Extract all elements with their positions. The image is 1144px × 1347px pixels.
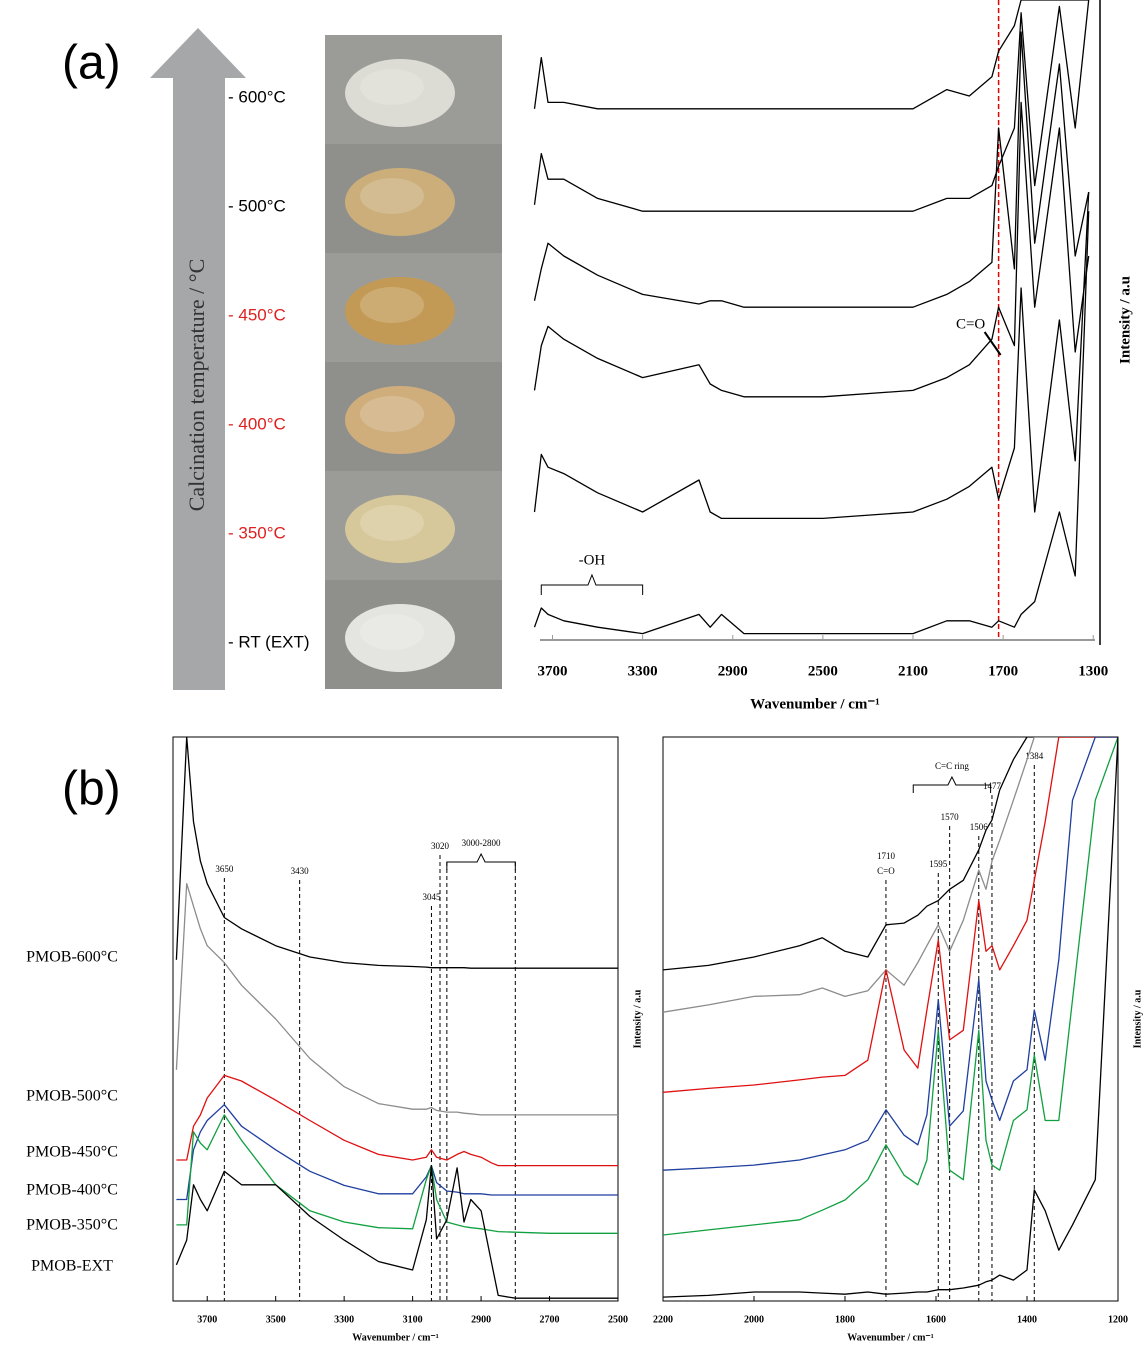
plot-frame (172, 736, 619, 1302)
spectrum-line (176, 1114, 618, 1234)
x-tick-label: 2500 (608, 1314, 628, 1325)
spectrum-line (663, 737, 1118, 1093)
x-tick-label: 3500 (266, 1314, 286, 1325)
peak-label: 3045 (422, 892, 441, 902)
brace (446, 852, 516, 870)
x-axis-title: Wavenumber / cm⁻¹ (750, 696, 880, 712)
plot-frame (662, 736, 1119, 1302)
x-tick-label: 1800 (835, 1314, 855, 1325)
y-axis-title: Intensity / a.u (1117, 276, 1133, 364)
x-tick-label: 1300 (1078, 663, 1108, 679)
peak-label: 1595 (929, 859, 948, 869)
panel-label: (a) (62, 37, 121, 90)
x-axis-title: Wavenumber / cm⁻¹ (352, 1332, 438, 1343)
x-tick-label: 3300 (334, 1314, 354, 1325)
x-tick-label: 2700 (540, 1314, 560, 1325)
series-label: PMOB-400°C (26, 1182, 118, 1199)
brace-label: C=C ring (935, 761, 969, 771)
series-label: PMOB-EXT (31, 1258, 113, 1275)
peak-label: 1710 (877, 851, 896, 861)
series-group (533, 0, 1090, 635)
peak-sublabel: C=O (877, 866, 895, 876)
annotation: C=O (956, 316, 985, 332)
temperature-label: - RT (EXT) (228, 632, 310, 651)
series-label: PMOB-600°C (26, 949, 118, 966)
powder-highlight (360, 396, 424, 432)
x-tick-label: 1600 (926, 1314, 946, 1325)
powder (345, 604, 455, 672)
x-tick-label: 1700 (988, 663, 1018, 679)
spectrum-line (175, 1164, 618, 1299)
photo-column (325, 35, 502, 689)
brace-label: -OH (579, 552, 606, 568)
y-axis-title: Intensity / a.u (1132, 989, 1143, 1048)
x-tick-label: 3700 (197, 1314, 217, 1325)
powder-highlight (360, 287, 424, 323)
x-tick-label: 1400 (1017, 1314, 1037, 1325)
powder (345, 277, 455, 345)
x-tick-label: 3100 (403, 1314, 423, 1325)
x-tick-label: 2900 (718, 663, 748, 679)
spectrum-line (176, 1074, 618, 1167)
spectrum-line (663, 737, 1118, 1298)
peak-label: 3020 (431, 841, 450, 851)
powder-highlight (360, 505, 424, 541)
spectrum-line (663, 737, 1118, 1236)
x-tick-label: 3700 (538, 663, 568, 679)
spectrum-line (533, 0, 1090, 212)
series-label: PMOB-500°C (26, 1088, 118, 1105)
temperature-label: - 350°C (228, 523, 286, 542)
powder-highlight (360, 69, 424, 105)
spectrum-line (533, 191, 1090, 520)
series-group (663, 737, 1118, 1298)
brace (540, 573, 644, 595)
panel-label: (b) (62, 763, 121, 816)
annotation-leader (983, 331, 1002, 356)
spectrum-line (663, 737, 1118, 971)
peak-label: 3650 (215, 864, 234, 874)
x-tick-label: 3300 (628, 663, 658, 679)
brace (912, 775, 992, 793)
spectrum-line (663, 737, 1118, 1171)
spectrum-line (176, 1104, 618, 1201)
spectrum-line (663, 737, 1118, 1013)
spectrum-line (533, 31, 1090, 308)
spectrum-line (175, 882, 618, 1116)
powder-highlight (360, 614, 424, 650)
temperature-label: - 400°C (228, 414, 286, 433)
x-axis-title: Wavenumber / cm⁻¹ (847, 1332, 933, 1343)
arrow-label: Calcination temperature / °C (184, 259, 209, 512)
temperature-arrow (150, 28, 246, 690)
x-tick-label: 2900 (471, 1314, 491, 1325)
temperature-label: - 450°C (228, 305, 286, 324)
series-label: PMOB-350°C (26, 1217, 118, 1234)
powder (345, 386, 455, 454)
series-label: PMOB-450°C (26, 1144, 118, 1161)
x-tick-label: 2200 (653, 1314, 673, 1325)
x-tick-label: 2500 (808, 663, 838, 679)
series-group (175, 737, 618, 1299)
x-tick-label: 2100 (898, 663, 928, 679)
peak-label: 1477 (983, 781, 1002, 791)
x-tick-label: 2000 (744, 1314, 764, 1325)
temperature-label: - 500°C (228, 196, 286, 215)
y-axis-title: Intensity / a.u (632, 989, 643, 1048)
peak-label: 1384 (1025, 751, 1044, 761)
brace-label: 3000-2800 (462, 838, 501, 848)
spectrum-line (533, 211, 1090, 635)
peak-label: 1570 (941, 812, 960, 822)
peak-label: 3430 (291, 866, 310, 876)
spectrum-line (533, 101, 1090, 398)
peak-label: 1506 (970, 822, 989, 832)
spectrum-line (175, 737, 618, 969)
powder (345, 168, 455, 236)
x-tick-label: 1200 (1108, 1314, 1128, 1325)
powder-highlight (360, 178, 424, 214)
temperature-label: - 600°C (228, 87, 286, 106)
powder (345, 495, 455, 563)
spectrum-line (533, 0, 1089, 110)
powder (345, 59, 455, 127)
